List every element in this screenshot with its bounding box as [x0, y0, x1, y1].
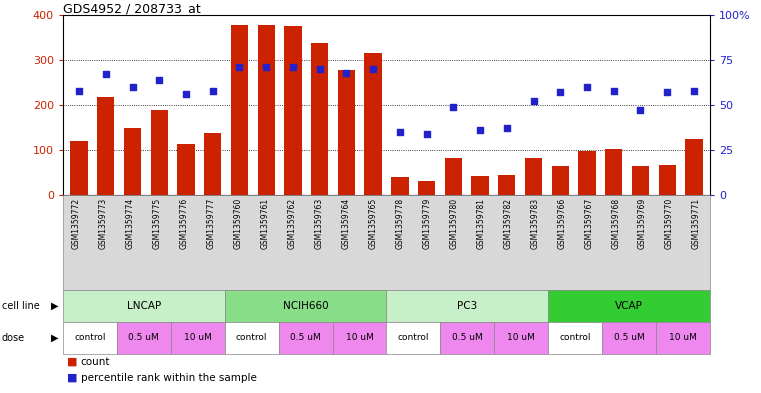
Bar	[151, 110, 168, 195]
Text: GSM1359771: GSM1359771	[692, 198, 701, 249]
Point	[501, 125, 513, 132]
Text: control: control	[559, 334, 591, 343]
Bar	[97, 97, 114, 195]
Text: ▶: ▶	[51, 333, 59, 343]
Text: 0.5 uM: 0.5 uM	[129, 334, 159, 343]
Point	[581, 84, 593, 90]
Text: 10 uM: 10 uM	[669, 334, 697, 343]
Point	[367, 66, 379, 72]
Text: dose: dose	[2, 333, 25, 343]
Text: GDS4952 / 208733_at: GDS4952 / 208733_at	[63, 2, 201, 15]
Text: GSM1359775: GSM1359775	[153, 198, 162, 249]
Text: GSM1359779: GSM1359779	[422, 198, 431, 249]
Bar	[311, 43, 328, 195]
Text: 0.5 uM: 0.5 uM	[290, 334, 321, 343]
Text: GSM1359764: GSM1359764	[342, 198, 351, 249]
Point	[527, 98, 540, 105]
Text: GSM1359768: GSM1359768	[611, 198, 620, 249]
Point	[234, 64, 246, 70]
Text: VCAP: VCAP	[615, 301, 643, 311]
Point	[100, 71, 112, 77]
Bar	[70, 141, 88, 195]
Text: GSM1359773: GSM1359773	[99, 198, 108, 249]
Bar	[525, 158, 543, 195]
Point	[207, 88, 219, 94]
Text: 10 uM: 10 uM	[345, 334, 374, 343]
Text: 0.5 uM: 0.5 uM	[452, 334, 482, 343]
Bar	[552, 166, 569, 195]
Point	[635, 107, 647, 114]
Bar	[498, 175, 515, 195]
Text: GSM1359783: GSM1359783	[530, 198, 540, 249]
Bar	[471, 176, 489, 195]
Point	[421, 130, 433, 137]
Text: GSM1359780: GSM1359780	[450, 198, 458, 249]
Text: GSM1359762: GSM1359762	[288, 198, 297, 249]
Point	[153, 77, 165, 83]
Text: GSM1359761: GSM1359761	[261, 198, 269, 249]
Text: GSM1359781: GSM1359781	[476, 198, 486, 249]
Point	[661, 89, 673, 95]
Bar	[632, 166, 649, 195]
Point	[260, 64, 272, 70]
Text: 10 uM: 10 uM	[184, 334, 212, 343]
Text: GSM1359766: GSM1359766	[557, 198, 566, 249]
Text: LNCAP: LNCAP	[127, 301, 161, 311]
Bar	[338, 70, 355, 195]
Text: 10 uM: 10 uM	[508, 334, 535, 343]
Point	[393, 129, 406, 135]
Bar	[391, 177, 409, 195]
Point	[126, 84, 139, 90]
Text: GSM1359765: GSM1359765	[368, 198, 377, 249]
Point	[474, 127, 486, 133]
Bar	[418, 181, 435, 195]
Bar	[124, 127, 142, 195]
Point	[688, 88, 700, 94]
Text: GSM1359767: GSM1359767	[584, 198, 593, 249]
Text: GSM1359770: GSM1359770	[665, 198, 674, 249]
Text: control: control	[75, 334, 106, 343]
Text: count: count	[81, 357, 110, 367]
Point	[73, 88, 85, 94]
Bar	[578, 151, 596, 195]
Text: 0.5 uM: 0.5 uM	[614, 334, 645, 343]
Point	[180, 91, 192, 97]
Bar	[444, 158, 462, 195]
Text: GSM1359760: GSM1359760	[234, 198, 243, 249]
Point	[608, 88, 620, 94]
Bar	[177, 144, 195, 195]
Text: GSM1359778: GSM1359778	[396, 198, 405, 249]
Point	[554, 89, 566, 95]
Text: control: control	[236, 334, 267, 343]
Text: ■: ■	[67, 357, 78, 367]
Bar	[658, 165, 676, 195]
Text: GSM1359772: GSM1359772	[72, 198, 81, 249]
Text: GSM1359782: GSM1359782	[503, 198, 512, 249]
Bar	[605, 149, 622, 195]
Bar	[285, 26, 301, 195]
Bar	[204, 133, 221, 195]
Text: GSM1359774: GSM1359774	[126, 198, 135, 249]
Bar	[231, 25, 248, 195]
Text: GSM1359777: GSM1359777	[207, 198, 216, 249]
Text: control: control	[398, 334, 429, 343]
Text: GSM1359769: GSM1359769	[638, 198, 647, 249]
Point	[287, 64, 299, 70]
Text: percentile rank within the sample: percentile rank within the sample	[81, 373, 256, 383]
Text: PC3: PC3	[457, 301, 477, 311]
Point	[447, 104, 460, 110]
Text: cell line: cell line	[2, 301, 40, 311]
Text: NCIH660: NCIH660	[283, 301, 329, 311]
Bar	[257, 25, 275, 195]
Point	[314, 66, 326, 72]
Text: ■: ■	[67, 373, 78, 383]
Bar	[685, 139, 702, 195]
Text: GSM1359763: GSM1359763	[314, 198, 323, 249]
Bar	[365, 53, 382, 195]
Text: ▶: ▶	[51, 301, 59, 311]
Text: GSM1359776: GSM1359776	[180, 198, 189, 249]
Point	[340, 70, 352, 76]
